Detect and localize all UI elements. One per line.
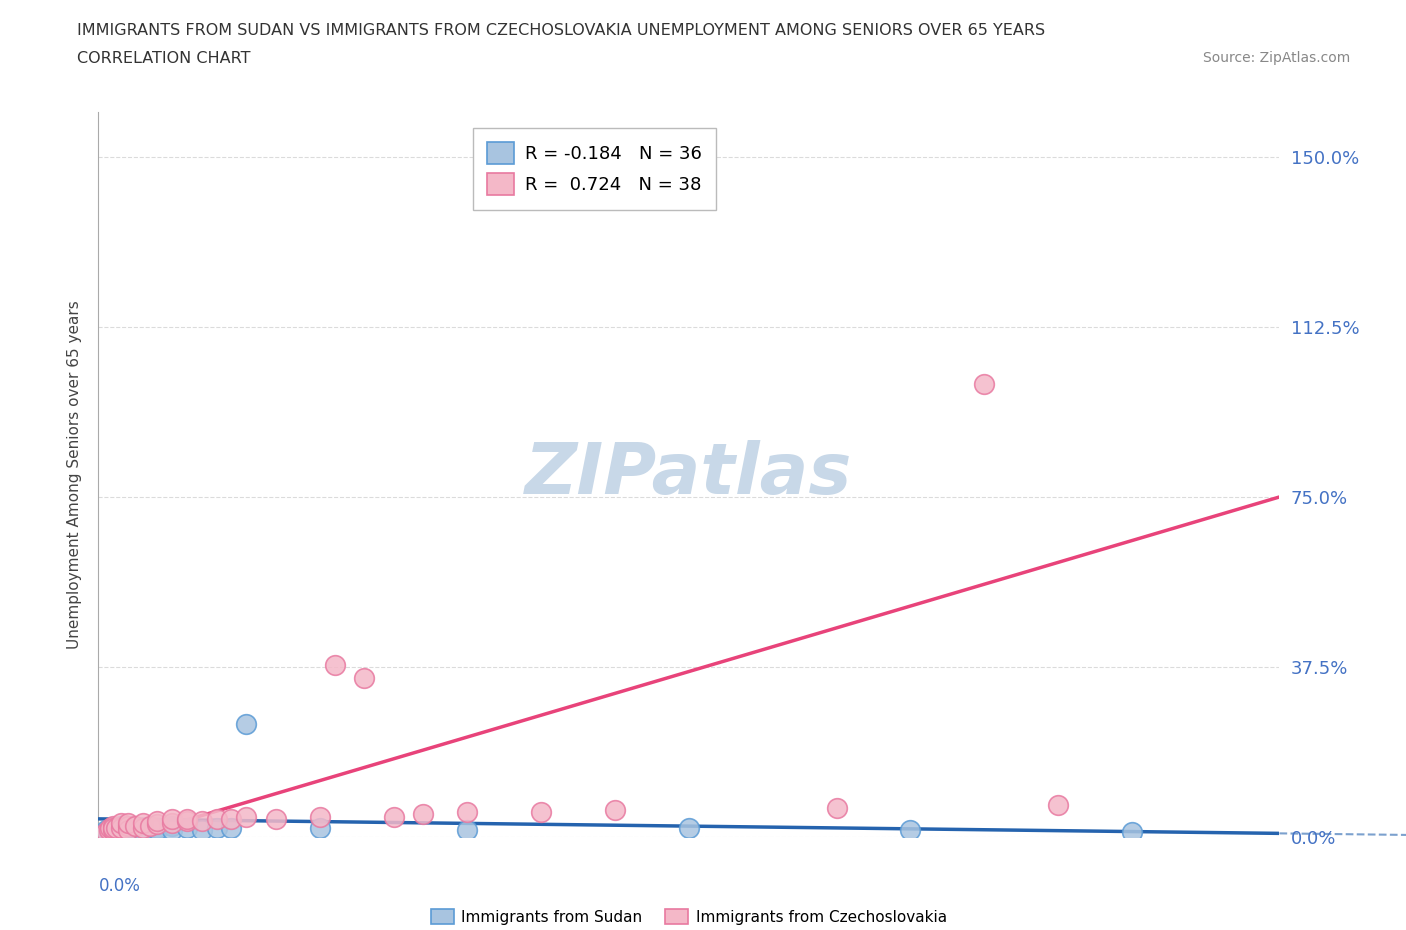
Point: [117, 823, 139, 838]
Point: [353, 671, 375, 685]
Point: [117, 816, 139, 830]
Point: [235, 809, 257, 824]
Point: [162, 818, 183, 833]
Point: [103, 823, 125, 838]
Point: [117, 820, 139, 835]
Point: [176, 820, 198, 835]
Y-axis label: Unemployment Among Seniors over 65 years: Unemployment Among Seniors over 65 years: [67, 300, 83, 649]
Point: [103, 818, 125, 833]
Point: [105, 820, 128, 835]
Legend: Immigrants from Sudan, Immigrants from Czechoslovakia: Immigrants from Sudan, Immigrants from C…: [425, 903, 953, 930]
Point: [139, 818, 162, 833]
Point: [457, 823, 479, 838]
Point: [132, 820, 155, 835]
Point: [103, 823, 125, 838]
Point: [678, 820, 700, 835]
Point: [176, 814, 198, 829]
Point: [110, 825, 132, 840]
Point: [117, 825, 139, 840]
Point: [103, 825, 125, 840]
Point: [132, 820, 155, 835]
Point: [264, 811, 287, 827]
Point: [412, 807, 434, 822]
Point: [1046, 798, 1070, 813]
Point: [176, 811, 198, 827]
Point: [530, 804, 553, 819]
Point: [132, 816, 155, 830]
Point: [94, 825, 117, 840]
Point: [132, 823, 155, 838]
Point: [97, 828, 120, 843]
Point: [191, 823, 214, 838]
Point: [221, 820, 243, 835]
Point: [221, 811, 243, 827]
Point: [124, 820, 146, 835]
Point: [117, 818, 139, 833]
Point: [124, 818, 146, 833]
Point: [162, 823, 183, 838]
Point: [117, 823, 139, 838]
Point: [117, 818, 139, 833]
Point: [103, 820, 125, 835]
Point: [110, 823, 132, 838]
Point: [97, 823, 120, 838]
Point: [973, 377, 995, 392]
Point: [94, 823, 117, 838]
Point: [191, 814, 214, 829]
Point: [105, 820, 128, 835]
Text: 0.0%: 0.0%: [98, 877, 141, 895]
Point: [110, 820, 132, 835]
Point: [205, 811, 228, 827]
Point: [98, 825, 121, 840]
Point: [382, 809, 405, 824]
Point: [103, 828, 125, 843]
Text: ZIPatlas: ZIPatlas: [526, 440, 852, 509]
Point: [146, 820, 169, 835]
Point: [124, 823, 146, 838]
Point: [205, 820, 228, 835]
Point: [146, 817, 169, 831]
Point: [103, 820, 125, 835]
Point: [110, 816, 132, 830]
Point: [309, 820, 332, 835]
Point: [1121, 825, 1143, 840]
Point: [235, 716, 257, 731]
Point: [105, 825, 128, 840]
Point: [825, 800, 848, 815]
Point: [98, 820, 121, 835]
Point: [457, 804, 479, 819]
Point: [94, 825, 117, 840]
Point: [162, 816, 183, 830]
Text: IMMIGRANTS FROM SUDAN VS IMMIGRANTS FROM CZECHOSLOVAKIA UNEMPLOYMENT AMONG SENIO: IMMIGRANTS FROM SUDAN VS IMMIGRANTS FROM…: [77, 23, 1046, 38]
Point: [162, 811, 183, 827]
Point: [146, 823, 169, 838]
Point: [605, 803, 627, 817]
Text: Source: ZipAtlas.com: Source: ZipAtlas.com: [1202, 51, 1350, 65]
Point: [309, 809, 332, 824]
Text: CORRELATION CHART: CORRELATION CHART: [77, 51, 250, 66]
Point: [323, 658, 346, 672]
Point: [900, 823, 922, 838]
Point: [110, 818, 132, 833]
Point: [146, 814, 169, 829]
Point: [132, 825, 155, 840]
